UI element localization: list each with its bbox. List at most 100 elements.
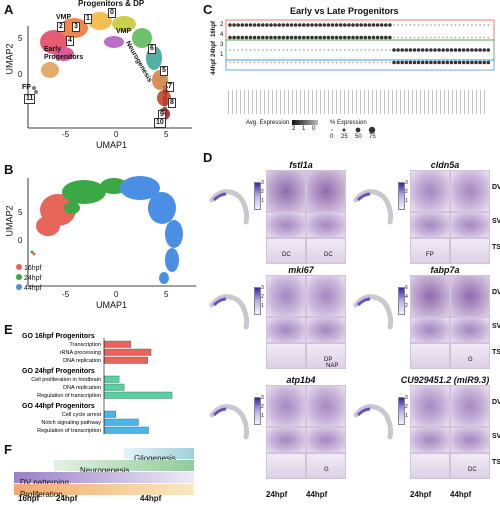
dot-r1-c57 bbox=[462, 36, 465, 39]
dot-r2-c38 bbox=[384, 49, 387, 51]
dot-r0-c41 bbox=[397, 24, 399, 26]
dot-r2-c34 bbox=[368, 49, 371, 51]
dot-r1-c38 bbox=[384, 35, 388, 40]
go-term-label-0-2: DNA replication bbox=[63, 358, 101, 364]
dot-r1-c15 bbox=[289, 35, 294, 40]
dot-r1-c49 bbox=[430, 36, 432, 39]
panel-a-xlabel: UMAP1 bbox=[96, 140, 128, 150]
dot-r0-c43 bbox=[405, 24, 408, 26]
gene-colorbar-tick-0-2: 1 bbox=[261, 198, 264, 204]
dot-r2-c23 bbox=[323, 49, 326, 51]
dot-r0-c60 bbox=[475, 24, 477, 26]
dot-r3-c14 bbox=[286, 61, 289, 64]
dot-r3-c41 bbox=[396, 60, 400, 65]
ish-image-4-44hpf-dv bbox=[306, 385, 346, 427]
go-group-title-1: GO 24hpf Progenitors bbox=[22, 368, 95, 375]
ish-annot-44-5: DC bbox=[468, 467, 477, 473]
gene-umap-thumb-4 bbox=[209, 404, 250, 440]
group-label-44hpf: 44hpf bbox=[211, 58, 218, 76]
dot-r1-c59 bbox=[471, 36, 473, 39]
bar-proliferation-label: Proliferation bbox=[20, 490, 63, 499]
ish-image-5-24hpf-sv bbox=[410, 427, 450, 453]
ish-annot-24-0: DC bbox=[282, 252, 291, 258]
dot-r2-c31 bbox=[356, 49, 358, 51]
dot-r2-c59 bbox=[470, 48, 474, 52]
stage-16hpf: 16hpf bbox=[18, 494, 40, 503]
panel-a-xtick-0: 0 bbox=[114, 130, 119, 139]
label-early-progenitors: Early Progenitors bbox=[44, 46, 84, 61]
dot-r0-c27 bbox=[338, 23, 343, 27]
dot-r1-c41 bbox=[397, 36, 399, 39]
pct-tick-75: 75 bbox=[369, 134, 376, 140]
row-label-3: 3 bbox=[220, 42, 224, 48]
dot-r3-c53 bbox=[445, 60, 450, 65]
dot-r3-c55 bbox=[453, 60, 458, 65]
dot-r0-c29 bbox=[347, 23, 351, 27]
gene-title-0: fstl1a bbox=[289, 160, 313, 170]
dot-r3-c30 bbox=[352, 61, 354, 64]
go-bar-1-0 bbox=[103, 375, 120, 383]
group-label-16hpf: 16hpf bbox=[211, 20, 218, 38]
dot-r3-c26 bbox=[335, 61, 338, 64]
label-fp: FP bbox=[22, 84, 31, 91]
view-label-1-0: DV bbox=[492, 184, 500, 191]
dot-r0-c31 bbox=[355, 23, 359, 27]
dot-r0-c40 bbox=[393, 24, 395, 26]
dot-r2-c1 bbox=[233, 49, 235, 51]
dot-r3-c44 bbox=[408, 60, 413, 65]
dot-r1-c30 bbox=[351, 35, 355, 40]
dot-r1-c18 bbox=[302, 35, 306, 40]
dot-r1-c42 bbox=[401, 36, 404, 39]
go-bar-0-0 bbox=[103, 340, 132, 348]
ish-annot-44b-2: NAP bbox=[326, 363, 339, 369]
dot-r3-c47 bbox=[420, 60, 425, 65]
panel-b-xtick-m5: -5 bbox=[62, 290, 70, 299]
row-label-4: 4 bbox=[220, 32, 224, 38]
pct-legend-dots bbox=[331, 126, 376, 134]
dot-r2-c27 bbox=[339, 49, 342, 51]
dot-r1-c12 bbox=[277, 35, 281, 40]
gene-colorbar-tick-2-2: 1 bbox=[261, 303, 264, 309]
go-term-label-1-1: DNA replication bbox=[63, 385, 101, 391]
dot-r3-c27 bbox=[339, 61, 342, 64]
gene-umap-thumb-2 bbox=[209, 294, 250, 330]
ish-image-2-44hpf-ts bbox=[306, 343, 346, 369]
dot-r3-c39 bbox=[389, 61, 391, 64]
dot-r2-c28 bbox=[343, 49, 346, 51]
gene-title-3: fabp7a bbox=[430, 265, 460, 275]
panel-c-gene-names bbox=[228, 90, 488, 114]
dot-r3-c35 bbox=[372, 61, 375, 64]
dot-r1-c11 bbox=[273, 35, 277, 40]
gene-colorbar-3 bbox=[398, 287, 405, 315]
dot-r0-c24 bbox=[326, 23, 331, 27]
panel-b-xlabel: UMAP1 bbox=[96, 300, 128, 310]
dot-r1-c56 bbox=[458, 36, 461, 39]
dot-r2-c36 bbox=[376, 49, 379, 51]
go-bar-1-2 bbox=[103, 391, 173, 399]
dot-r3-c46 bbox=[416, 60, 421, 65]
cluster-label-8: 8 bbox=[168, 98, 176, 108]
panel-d-letter: D bbox=[203, 150, 213, 165]
gene-colorbar-tick-5-0: 3 bbox=[405, 395, 408, 401]
dot-r1-c46 bbox=[417, 36, 420, 39]
dot-r2-c63 bbox=[486, 48, 491, 52]
dot-r2-c8 bbox=[261, 49, 264, 51]
gene-colorbar-tick-2-1: 2 bbox=[261, 294, 264, 300]
dot-r2-c13 bbox=[282, 49, 285, 51]
dot-r2-c17 bbox=[298, 49, 301, 51]
panel-a-umap bbox=[27, 12, 192, 129]
dot-r0-c59 bbox=[471, 24, 473, 26]
view-label-1-1: SV bbox=[492, 218, 500, 225]
panel-a-xtick-5: 5 bbox=[164, 130, 169, 139]
ish-image-2-24hpf-ts bbox=[266, 343, 306, 369]
dot-r3-c7 bbox=[257, 61, 260, 64]
dot-r0-c11 bbox=[273, 23, 277, 27]
dot-r1-c40 bbox=[393, 36, 395, 39]
gene-colorbar-1 bbox=[398, 182, 405, 210]
dot-r0-c54 bbox=[450, 24, 453, 26]
dot-r0-c35 bbox=[371, 23, 376, 27]
ish-image-1-24hpf-dv bbox=[410, 170, 450, 212]
dot-r0-c6 bbox=[252, 23, 257, 27]
dot-r3-c9 bbox=[266, 61, 268, 64]
expr-legend-title: Avg. Expression bbox=[246, 120, 290, 126]
